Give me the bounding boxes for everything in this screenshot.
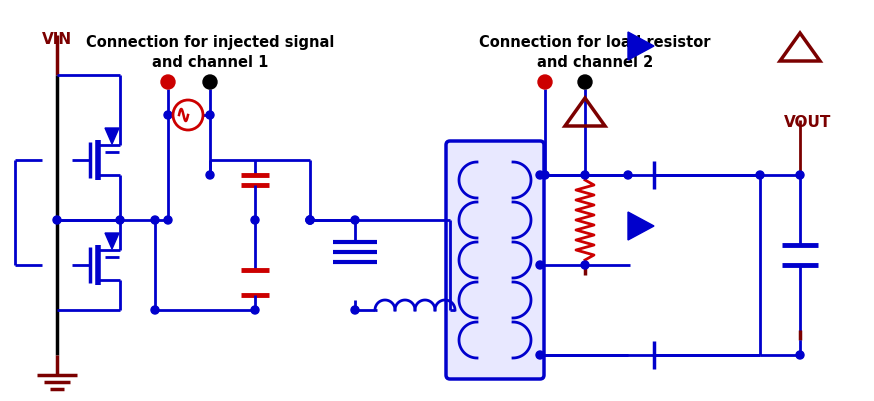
- Circle shape: [536, 351, 544, 359]
- Polygon shape: [628, 32, 654, 60]
- Circle shape: [536, 261, 544, 269]
- Text: Connection for injected signal
and channel 1: Connection for injected signal and chann…: [86, 35, 334, 70]
- FancyBboxPatch shape: [446, 141, 544, 379]
- Circle shape: [796, 351, 804, 359]
- Circle shape: [538, 75, 552, 89]
- Circle shape: [756, 171, 764, 179]
- Circle shape: [53, 216, 61, 224]
- Circle shape: [541, 171, 549, 179]
- Polygon shape: [628, 212, 654, 240]
- Circle shape: [306, 216, 314, 224]
- Circle shape: [151, 306, 159, 314]
- Circle shape: [581, 171, 589, 179]
- Circle shape: [351, 306, 359, 314]
- Circle shape: [581, 261, 589, 269]
- Circle shape: [306, 216, 314, 224]
- Circle shape: [151, 216, 159, 224]
- Circle shape: [251, 216, 259, 224]
- Circle shape: [206, 171, 214, 179]
- Circle shape: [536, 171, 544, 179]
- Text: VIN: VIN: [42, 32, 72, 47]
- Circle shape: [251, 306, 259, 314]
- Circle shape: [624, 171, 632, 179]
- Circle shape: [164, 111, 172, 119]
- Circle shape: [161, 75, 175, 89]
- Circle shape: [203, 75, 217, 89]
- Polygon shape: [105, 128, 119, 144]
- Circle shape: [164, 216, 172, 224]
- Text: Connection for load resistor
and channel 2: Connection for load resistor and channel…: [479, 35, 711, 70]
- Circle shape: [206, 111, 214, 119]
- Circle shape: [351, 216, 359, 224]
- Circle shape: [796, 171, 804, 179]
- Circle shape: [306, 216, 314, 224]
- Text: VOUT: VOUT: [784, 115, 832, 130]
- Circle shape: [578, 75, 592, 89]
- Polygon shape: [105, 233, 119, 249]
- Circle shape: [116, 216, 124, 224]
